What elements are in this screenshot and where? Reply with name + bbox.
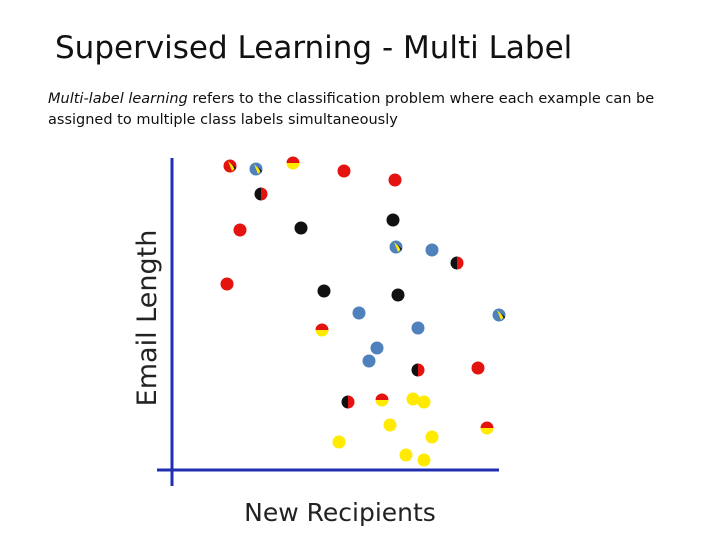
dots [220, 156, 506, 467]
x-axis-label: New Recipients [244, 498, 436, 527]
dot [286, 163, 300, 170]
dot [497, 310, 504, 320]
dot [332, 435, 346, 449]
dot [232, 164, 236, 170]
dot [337, 164, 351, 178]
dot [457, 256, 464, 270]
emphasis: Multi-label learning [48, 91, 188, 107]
dot [394, 242, 401, 252]
dot [258, 167, 262, 173]
dot [370, 341, 384, 355]
dot [411, 363, 418, 377]
dot [254, 164, 261, 174]
dot [417, 453, 431, 467]
dot [348, 395, 355, 409]
dot [399, 448, 413, 462]
dot [406, 392, 420, 406]
dot [471, 361, 485, 375]
dot [233, 223, 247, 237]
dot [254, 187, 261, 201]
dot [411, 321, 425, 335]
dot [286, 156, 300, 163]
dot [383, 418, 397, 432]
dot [417, 395, 431, 409]
body-text: refers to the classification problem whe… [48, 91, 655, 128]
dot [228, 161, 235, 171]
dot [315, 330, 329, 337]
dot [294, 221, 308, 235]
dot [362, 354, 376, 368]
dot [386, 213, 400, 227]
dot [352, 306, 366, 320]
dot [425, 243, 439, 257]
dot [261, 187, 268, 201]
slide-title: Supervised Learning - Multi Label [55, 30, 573, 66]
dot [450, 256, 457, 270]
dot [317, 284, 331, 298]
dot [398, 245, 402, 251]
dot [388, 173, 402, 187]
dot [341, 395, 348, 409]
dot [220, 277, 234, 291]
dot [480, 421, 494, 428]
dot [501, 313, 505, 319]
dot [418, 363, 425, 377]
slide-body: Multi-label learning refers to the class… [48, 89, 688, 131]
y-axis-label: Email Length [132, 230, 163, 407]
dot [480, 428, 494, 435]
dot [315, 323, 329, 330]
dot [425, 430, 439, 444]
dot [391, 288, 405, 302]
dot [375, 400, 389, 407]
dot [375, 393, 389, 400]
